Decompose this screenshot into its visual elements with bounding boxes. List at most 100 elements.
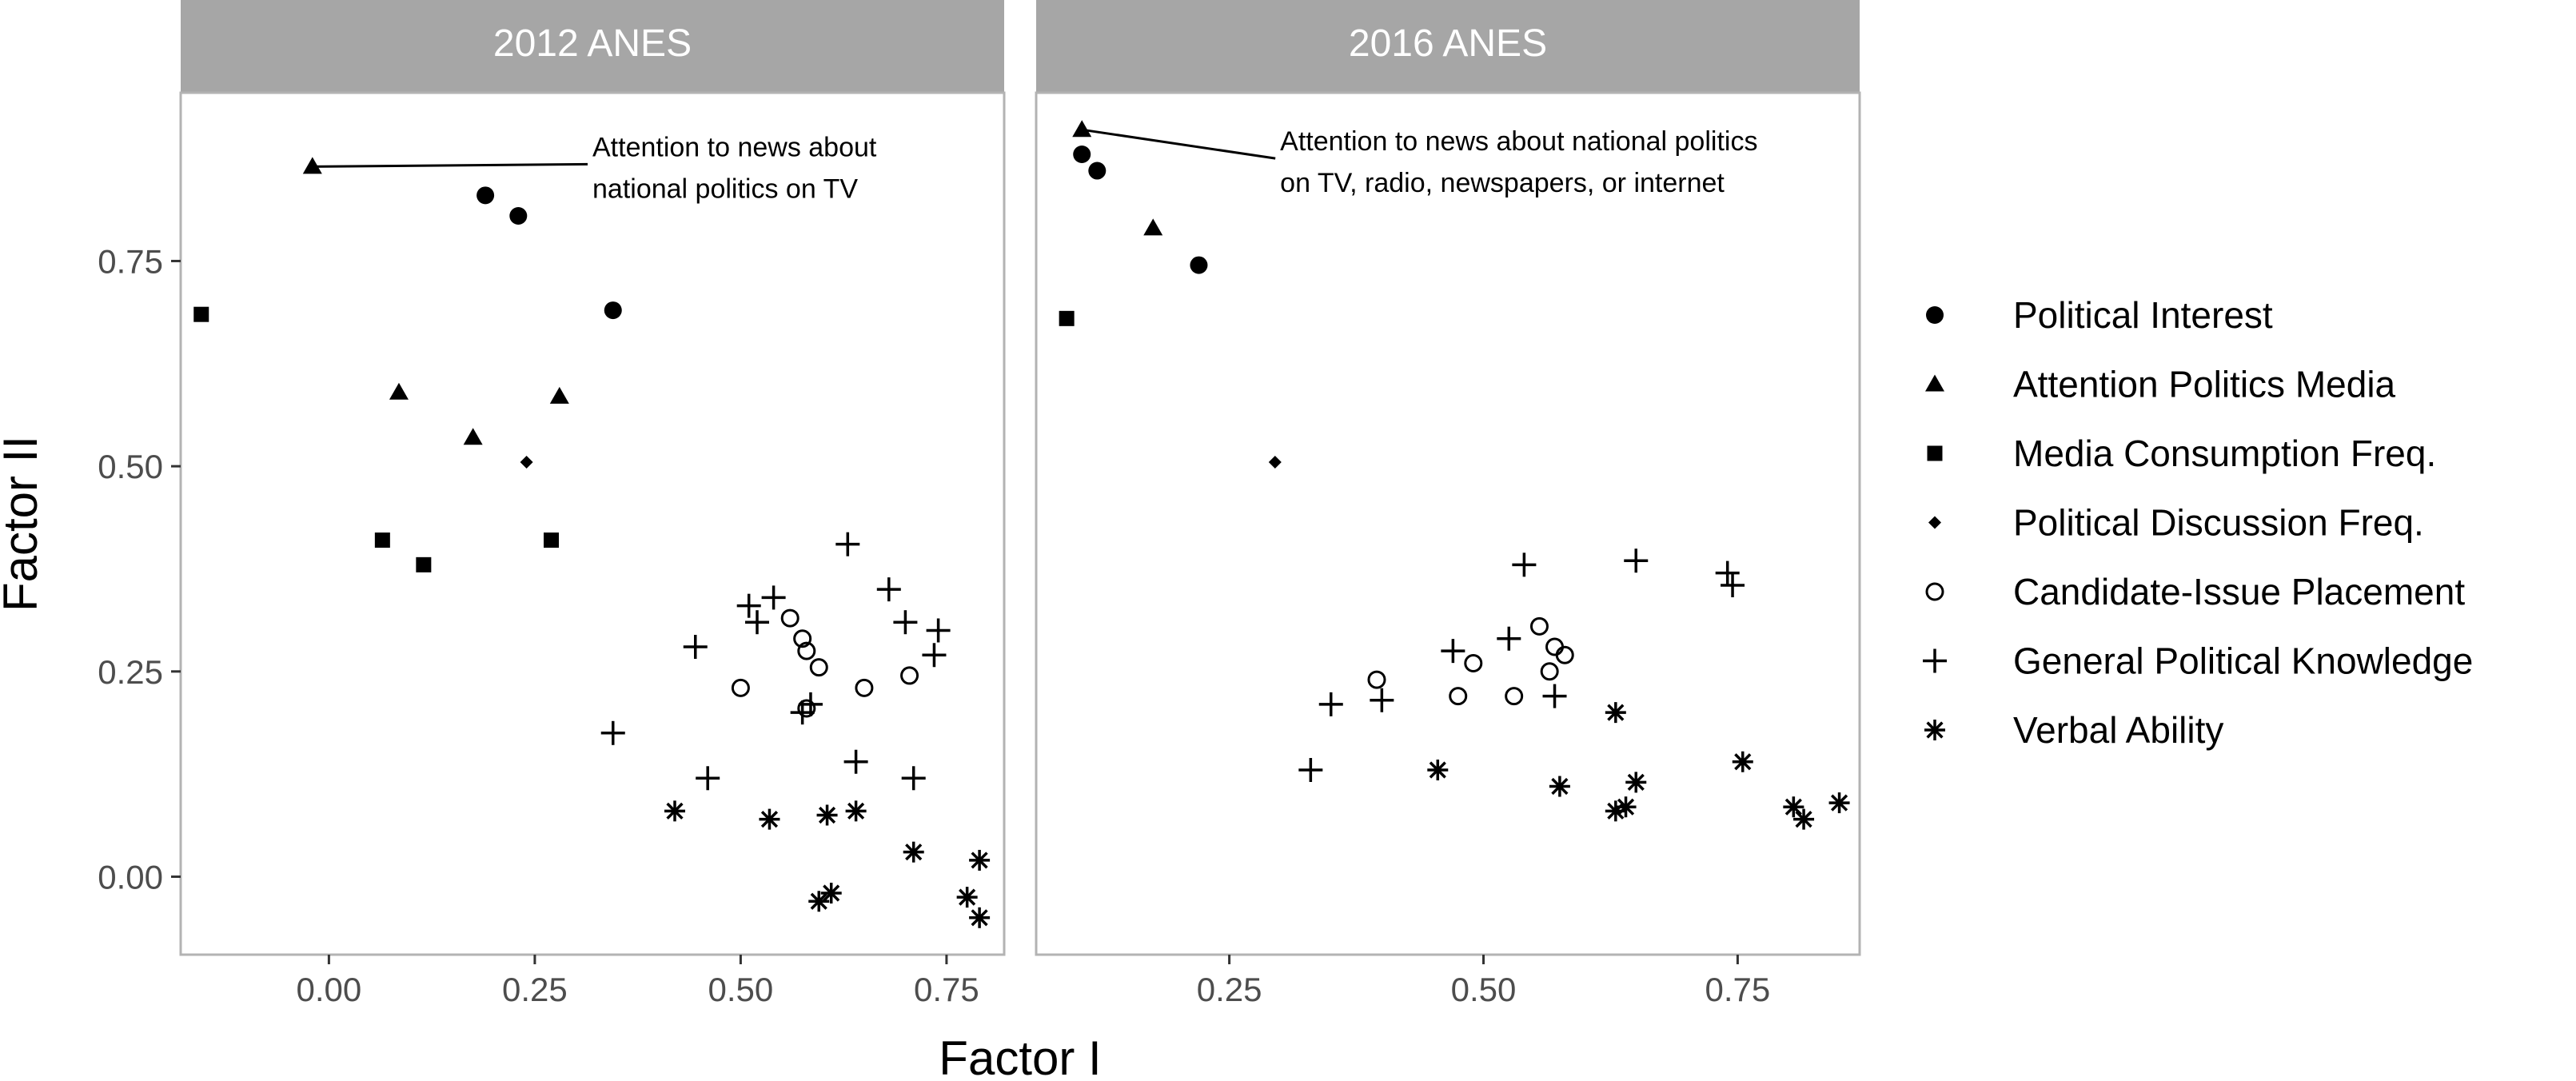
data-point-general-political-knowledge	[1542, 684, 1567, 708]
data-point-general-political-knowledge	[1715, 560, 1740, 585]
annotation-text-line: Attention to news about national politic…	[1280, 126, 1757, 157]
data-point-general-political-knowledge	[798, 692, 823, 716]
legend-item: Political Interest	[1926, 294, 2273, 336]
data-point-verbal-ability	[759, 808, 780, 830]
data-point-general-political-knowledge	[843, 749, 868, 774]
annotation-leader-line	[1082, 128, 1276, 160]
data-point-general-political-knowledge	[1497, 626, 1521, 651]
data-point-general-political-knowledge	[683, 635, 708, 659]
data-point-general-political-knowledge	[1624, 548, 1649, 573]
data-point-general-political-knowledge	[901, 766, 926, 791]
panel-2012: 2012 ANES Attention to news about nationa…	[179, 0, 1006, 1008]
data-point-general-political-knowledge	[736, 593, 761, 618]
x-ticks-2012: 0.00 0.25 0.50 0.75	[297, 955, 979, 1008]
legend-key-asterisk	[1924, 720, 1945, 740]
strip-2016	[1036, 0, 1860, 93]
plot-frame-2016	[1035, 91, 1861, 956]
data-point-verbal-ability	[1615, 796, 1637, 818]
x-tick-label: 0.25	[502, 971, 568, 1008]
legend-item: Media Consumption Freq.	[1927, 433, 2436, 474]
data-point-attention-politics-media	[389, 382, 409, 400]
data-point-general-political-knowledge	[761, 585, 786, 610]
data-point-candidate-issue-placement	[731, 678, 750, 697]
data-point-candidate-issue-placement	[809, 658, 828, 677]
x-tick-label: 0.50	[1451, 971, 1517, 1008]
data-point-verbal-ability	[664, 800, 685, 822]
data-point-candidate-issue-placement	[780, 608, 800, 628]
legend-key-triangle	[1925, 374, 1944, 392]
data-point-candidate-issue-placement	[1505, 687, 1524, 706]
data-point-media-consumption-freq	[416, 556, 432, 572]
y-tick-label: 0.50	[98, 448, 163, 485]
legend-label: Political Discussion Freq.	[2013, 502, 2424, 544]
data-point-general-political-knowledge	[745, 610, 769, 635]
y-tick-label: 0.00	[98, 858, 163, 896]
data-point-verbal-ability	[956, 887, 978, 908]
data-point-political-discussion-freq	[520, 456, 533, 469]
data-point-media-consumption-freq	[193, 306, 209, 322]
legend-label: Media Consumption Freq.	[2013, 433, 2436, 474]
data-point-candidate-issue-placement	[1555, 645, 1574, 664]
data-point-verbal-ability	[969, 907, 991, 928]
data-point-attention-politics-media	[1072, 120, 1092, 138]
annotation-text-line: on TV, radio, newspapers, or internet	[1280, 168, 1725, 198]
points-2016	[1059, 120, 1850, 830]
data-point-candidate-issue-placement	[1540, 662, 1559, 681]
annotation-leader-line	[312, 162, 588, 168]
data-point-attention-politics-media	[549, 386, 569, 404]
panel-2016: 2016 ANES Attention to news about nation…	[1035, 0, 1861, 1008]
data-point-media-consumption-freq	[374, 533, 390, 548]
y-tick-label: 0.25	[98, 653, 163, 691]
data-point-general-political-knowledge	[1370, 688, 1394, 712]
strip-title-2012: 2012 ANES	[493, 22, 692, 65]
legend-item: General Political Knowledge	[1923, 640, 2473, 682]
x-ticks-2016: 0.25 0.50 0.75	[1197, 955, 1770, 1008]
data-point-general-political-knowledge	[835, 532, 860, 556]
data-point-political-interest	[509, 207, 528, 225]
data-point-general-political-knowledge	[922, 643, 947, 668]
data-point-verbal-ability	[845, 800, 867, 822]
data-point-media-consumption-freq	[1059, 310, 1075, 326]
data-point-general-political-knowledge	[926, 618, 951, 643]
data-point-media-consumption-freq	[544, 533, 559, 548]
legend: Political Interest Attention Politics Med…	[1923, 294, 2473, 751]
data-point-general-political-knowledge	[1441, 639, 1465, 664]
data-point-verbal-ability	[820, 883, 842, 903]
data-point-general-political-knowledge	[1721, 573, 1745, 597]
data-point-general-political-knowledge	[1318, 692, 1343, 716]
data-point-verbal-ability	[969, 849, 991, 871]
data-point-candidate-issue-placement	[797, 641, 816, 660]
data-point-candidate-issue-placement	[1464, 654, 1483, 673]
legend-key-plus	[1923, 648, 1947, 673]
data-point-candidate-issue-placement	[793, 629, 812, 648]
data-point-political-discussion-freq	[1268, 456, 1282, 469]
data-point-general-political-knowledge	[876, 577, 901, 602]
x-axis-title: Factor I	[939, 1031, 1101, 1081]
y-tick-label: 0.75	[98, 242, 163, 280]
legend-key-square	[1927, 445, 1943, 461]
annotation-text-line: national politics on TV	[592, 174, 858, 204]
data-point-candidate-issue-placement	[1367, 670, 1386, 689]
data-point-general-political-knowledge	[1298, 758, 1323, 782]
data-point-general-political-knowledge	[696, 766, 720, 791]
legend-item: Attention Politics Media	[1925, 364, 2396, 405]
legend-label: General Political Knowledge	[2013, 640, 2473, 682]
data-point-political-interest	[1088, 162, 1107, 180]
data-point-political-interest	[604, 301, 622, 320]
points-2012	[193, 157, 991, 928]
data-point-verbal-ability	[816, 804, 838, 826]
x-tick-label: 0.75	[914, 971, 979, 1008]
data-point-verbal-ability	[1783, 796, 1804, 818]
legend-label: Verbal Ability	[2013, 709, 2223, 751]
x-tick-label: 0.25	[1197, 971, 1262, 1008]
legend-label: Political Interest	[2013, 294, 2273, 336]
data-point-candidate-issue-placement	[900, 666, 919, 685]
data-point-general-political-knowledge	[600, 720, 625, 745]
data-point-general-political-knowledge	[893, 610, 918, 635]
plot-frame-2012	[179, 91, 1006, 956]
data-point-political-interest	[477, 186, 495, 205]
data-point-verbal-ability	[1732, 751, 1753, 772]
data-point-verbal-ability	[1625, 772, 1647, 793]
data-point-candidate-issue-placement	[855, 678, 874, 697]
